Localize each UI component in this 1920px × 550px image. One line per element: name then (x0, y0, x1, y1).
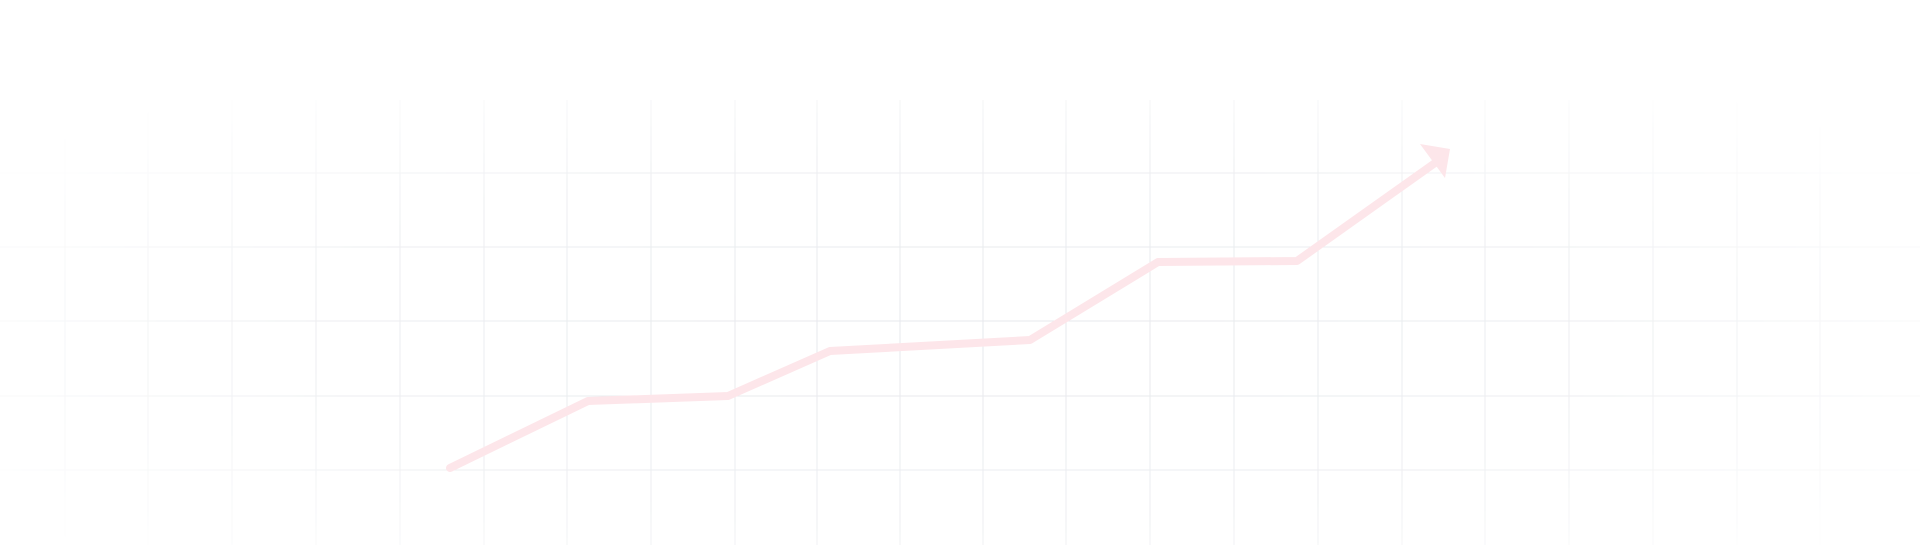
trend-line (446, 159, 1439, 472)
trend-line-group (446, 144, 1450, 472)
arrow-head-icon (1420, 144, 1450, 178)
background-grid (0, 100, 1920, 545)
